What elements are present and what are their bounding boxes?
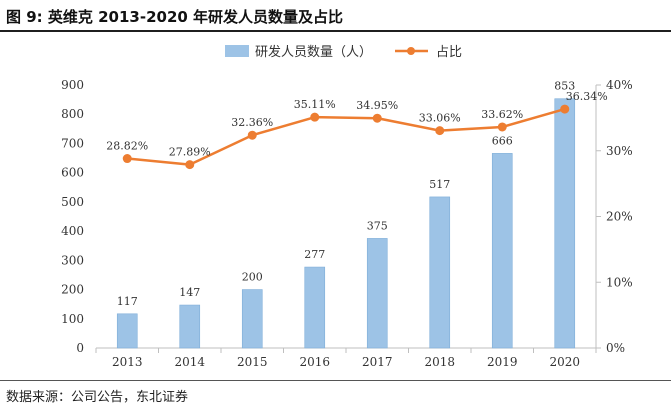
line-point-2014: [185, 160, 195, 170]
left-y-tick-label: 100: [61, 312, 84, 326]
line-point-2015: [247, 130, 257, 140]
left-y-tick-label: 900: [61, 78, 84, 92]
left-y-tick-label: 600: [61, 166, 84, 180]
bar-2019: [491, 153, 513, 349]
source-note: 数据来源：公司公告，东北证券: [6, 390, 189, 405]
chart-axes: 2013 2014 2015 2016 2017 2018 2019 2020 0 100 200 3…: [61, 78, 633, 369]
right-y-tick-label: 40%: [606, 78, 633, 92]
right-y-tick-label: 0%: [606, 341, 625, 355]
line-series: [122, 104, 570, 170]
proportion-line: [127, 107, 566, 166]
x-tick-label: 2019: [487, 355, 518, 369]
left-y-tick-label: 500: [61, 195, 84, 209]
line-label-2013: 28.82%: [106, 140, 148, 153]
left-y-tick-label: 800: [61, 107, 84, 121]
left-y-tick-label: 400: [61, 224, 84, 238]
right-y-tick-label: 30%: [606, 144, 633, 158]
title-rule: [0, 30, 671, 32]
bar-label-2015: 200: [242, 271, 263, 284]
left-y-tick-label: 700: [61, 136, 84, 150]
bar-series: [116, 98, 576, 349]
bar-data-labels: 117 147 200 277 375 517 666 853: [117, 80, 576, 308]
bar-label-2014: 147: [179, 286, 200, 299]
left-y-tick-label: 0: [76, 341, 84, 355]
line-label-2015: 32.36%: [231, 116, 273, 129]
bar-2017: [366, 238, 388, 349]
legend-line-label: 占比: [436, 45, 462, 60]
bar-2015: [241, 289, 263, 349]
line-label-2020: 36.34%: [566, 90, 608, 103]
bar-label-2016: 277: [304, 248, 325, 261]
bar-label-2020: 853: [554, 80, 575, 93]
left-y-tick-label: 300: [61, 253, 84, 267]
line-point-2017: [372, 113, 382, 123]
bar-label-2018: 517: [429, 178, 450, 191]
legend-bar-label: 研发人员数量（人）: [255, 44, 372, 60]
bar-2018: [429, 196, 451, 349]
line-data-labels: 28.82% 27.89% 32.36% 35.11% 34.95% 33.06% 33.6…: [106, 90, 607, 159]
chart-legend: 研发人员数量（人） 占比: [225, 44, 462, 60]
bar-label-2013: 117: [117, 295, 138, 308]
line-label-2014: 27.89%: [169, 146, 211, 159]
line-point-2013: [122, 154, 132, 164]
right-y-tick-label: 10%: [606, 275, 633, 289]
line-label-2019: 33.62%: [481, 108, 523, 121]
x-tick-label: 2013: [112, 355, 143, 369]
line-point-2020: [560, 104, 570, 114]
x-tick-label: 2018: [424, 355, 455, 369]
left-y-tick-label: 200: [61, 283, 84, 297]
line-point-2016: [310, 112, 320, 122]
line-point-2018: [435, 126, 445, 136]
figure-title: 图 9: 英维克 2013-2020 年研发人员数量及占比: [6, 8, 344, 26]
legend-bar-swatch: [225, 45, 249, 57]
legend-line-marker: [407, 47, 415, 55]
x-tick-label: 2020: [549, 355, 580, 369]
line-label-2016: 35.11%: [294, 98, 336, 111]
line-label-2018: 33.06%: [419, 112, 461, 125]
x-tick-label: 2017: [362, 355, 393, 369]
bar-2014: [179, 304, 201, 349]
x-tick-label: 2015: [237, 355, 268, 369]
bar-2020: [554, 98, 576, 349]
line-label-2017: 34.95%: [356, 99, 398, 112]
line-point-2019: [497, 122, 507, 132]
x-tick-label: 2016: [299, 355, 330, 369]
chart-svg: 研发人员数量（人） 占比 2013 2014 2015 2016 2017 2018 201…: [61, 44, 633, 369]
bar-2016: [304, 266, 326, 349]
bar-label-2017: 375: [367, 219, 388, 232]
x-tick-label: 2014: [174, 355, 205, 369]
bar-label-2019: 666: [492, 134, 513, 147]
bar-2013: [116, 313, 138, 349]
right-y-tick-label: 20%: [606, 210, 633, 224]
bottom-rule: [0, 380, 671, 381]
